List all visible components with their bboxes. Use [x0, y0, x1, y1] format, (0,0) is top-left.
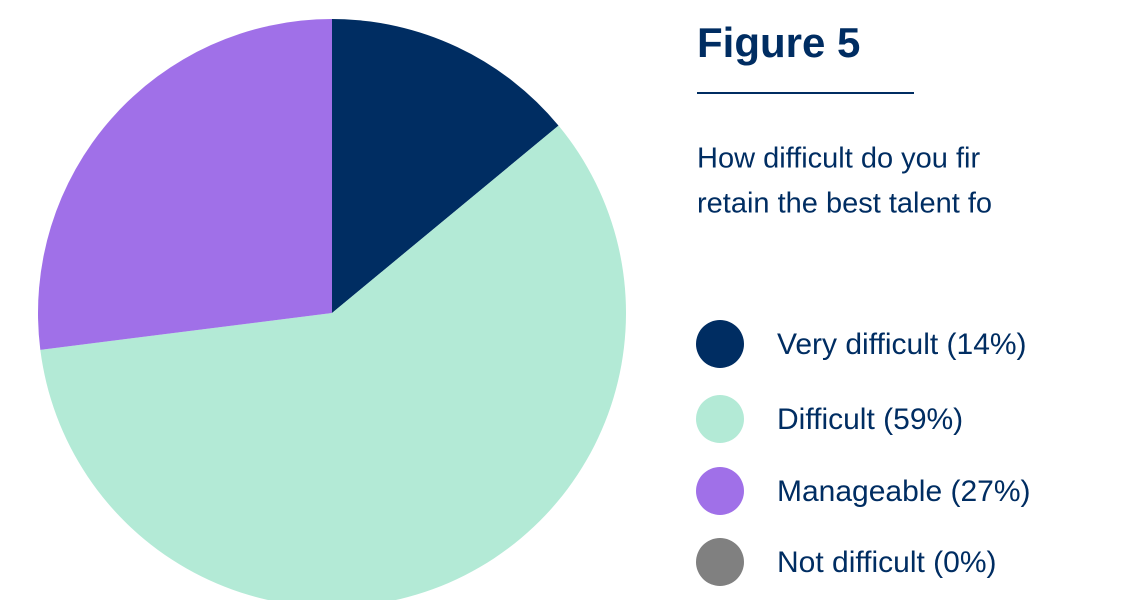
- subtitle: How difficult do you fir: [697, 143, 980, 175]
- subtitle: retain the best talent fo: [697, 188, 992, 220]
- legend-label: Manageable (27%): [777, 475, 1031, 508]
- chart-title: Figure 5: [697, 19, 860, 66]
- legend-label: Difficult (59%): [777, 403, 963, 436]
- legend-swatch: [696, 467, 744, 515]
- pie-slice: [37, 19, 332, 350]
- legend-swatch: [696, 538, 744, 586]
- legend-swatch: [696, 320, 744, 368]
- legend-label: Very difficult (14%): [777, 328, 1027, 361]
- pie-slice: [332, 19, 559, 313]
- legend-swatch: [696, 395, 744, 443]
- legend-label: Not difficult (0%): [777, 546, 997, 579]
- pie-slice: [40, 125, 626, 600]
